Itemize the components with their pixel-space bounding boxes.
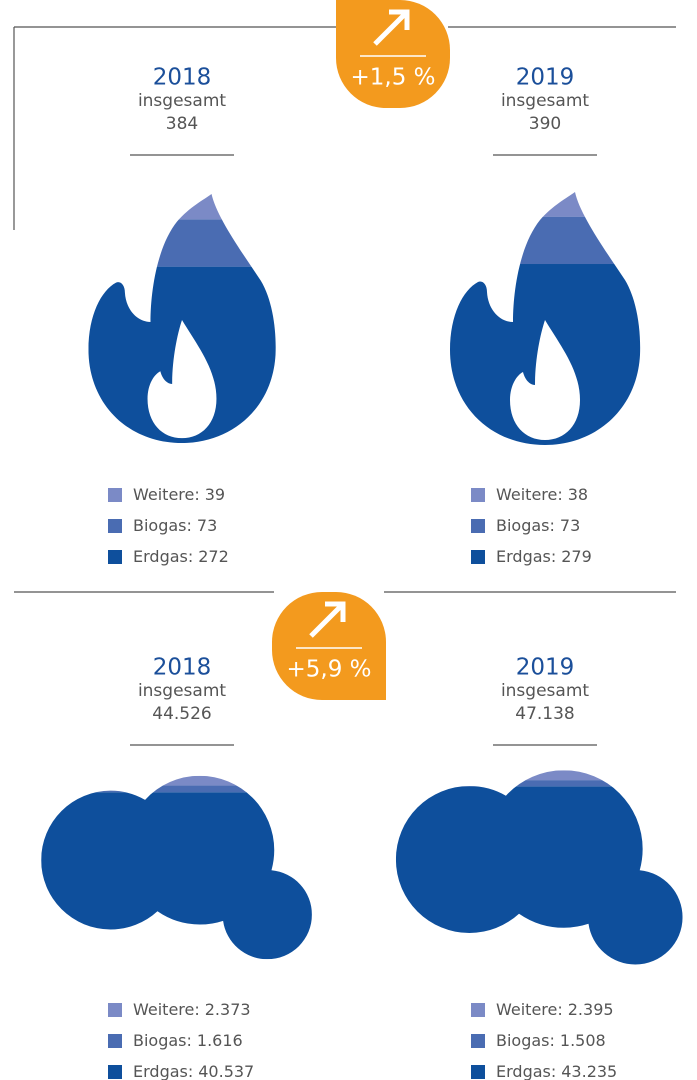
legend-swatch [108,1065,122,1079]
legend-category: Erdgas: [133,1062,193,1080]
segment [88,193,276,220]
legend-value: 1.508 [560,1031,606,1050]
shape-fill [41,775,312,960]
legend-category: Weitere: [496,1000,563,1019]
panel-total: 44.526 [152,704,211,724]
arrow [309,601,346,638]
legend-swatch [108,519,122,533]
segment [41,792,312,960]
legend-label: Biogas: 73 [496,516,580,535]
legend-swatch [471,1034,485,1048]
legend-category: Weitere: [133,1000,200,1019]
legend-swatch [471,550,485,564]
legend-value: 73 [560,516,580,535]
legend-swatch [108,1034,122,1048]
shape [450,192,641,445]
panel-subtitle: insgesamt [138,91,226,111]
legend-value: 40.537 [198,1062,254,1080]
legend-swatch [108,1003,122,1017]
legend-swatch [471,519,485,533]
legend-value: 1.616 [197,1031,243,1050]
legend-label: Weitere: 2.373 [133,1000,251,1019]
panel-total: 47.138 [515,704,574,724]
legend-category: Biogas: [133,516,192,535]
legend-swatch [471,1003,485,1017]
legend-category: Biogas: [133,1031,192,1050]
shape [395,770,683,965]
change-badge [336,0,450,108]
legend-label: Biogas: 1.616 [133,1031,243,1050]
legend-value: 73 [197,516,217,535]
legend-category: Erdgas: [496,547,556,566]
panel-total: 390 [529,114,561,134]
change-badge [272,592,386,700]
segment [41,775,312,786]
legend-category: Erdgas: [496,1062,556,1080]
legend-label: Erdgas: 279 [496,547,592,566]
panel-subtitle: insgesamt [138,681,226,701]
legend-label: Erdgas: 43.235 [496,1062,617,1080]
legend-label: Weitere: 38 [496,485,588,504]
legend-value: 38 [568,485,588,504]
panel-title: 2018 [153,655,212,681]
legend-value: 2.373 [205,1000,251,1019]
legend-label: Biogas: 73 [133,516,217,535]
legend-swatch [471,1065,485,1079]
panel-title: 2019 [516,65,575,91]
change-label: +5,9 % [286,657,371,683]
legend-category: Erdgas: [133,547,193,566]
legend-swatch [108,488,122,502]
shape [88,193,276,444]
legend-label: Erdgas: 272 [133,547,229,566]
legend-value: 272 [198,547,229,566]
segment [88,219,276,267]
segment [395,786,683,965]
legend-category: Biogas: [496,516,555,535]
legend-category: Biogas: [496,1031,555,1050]
panel-title: 2019 [516,655,575,681]
legend-value: 39 [205,485,225,504]
segment [41,785,312,793]
segment [395,770,683,781]
legend-label: Weitere: 39 [133,485,225,504]
legend-value: 43.235 [561,1062,617,1080]
legend-category: Weitere: [133,485,200,504]
legend-label: Biogas: 1.508 [496,1031,606,1050]
inner-flame [147,320,217,439]
arrow [373,9,410,46]
legend-label: Erdgas: 40.537 [133,1062,254,1080]
legend-value: 2.395 [568,1000,614,1019]
legend-label: Weitere: 2.395 [496,1000,614,1019]
panel-total: 384 [166,114,198,134]
panel-title: 2018 [153,65,212,91]
segment [395,780,683,787]
legend-value: 279 [561,547,592,566]
segment [450,216,641,265]
inner-flame [510,320,580,440]
panel-subtitle: insgesamt [501,681,589,701]
frame [13,26,676,593]
legend-swatch [108,550,122,564]
legend-category: Weitere: [496,485,563,504]
panel-subtitle: insgesamt [501,91,589,111]
change-label: +1,5 % [350,65,435,91]
shape [41,775,312,960]
shape-fill [395,770,683,965]
segment [450,192,641,217]
legend-swatch [471,488,485,502]
